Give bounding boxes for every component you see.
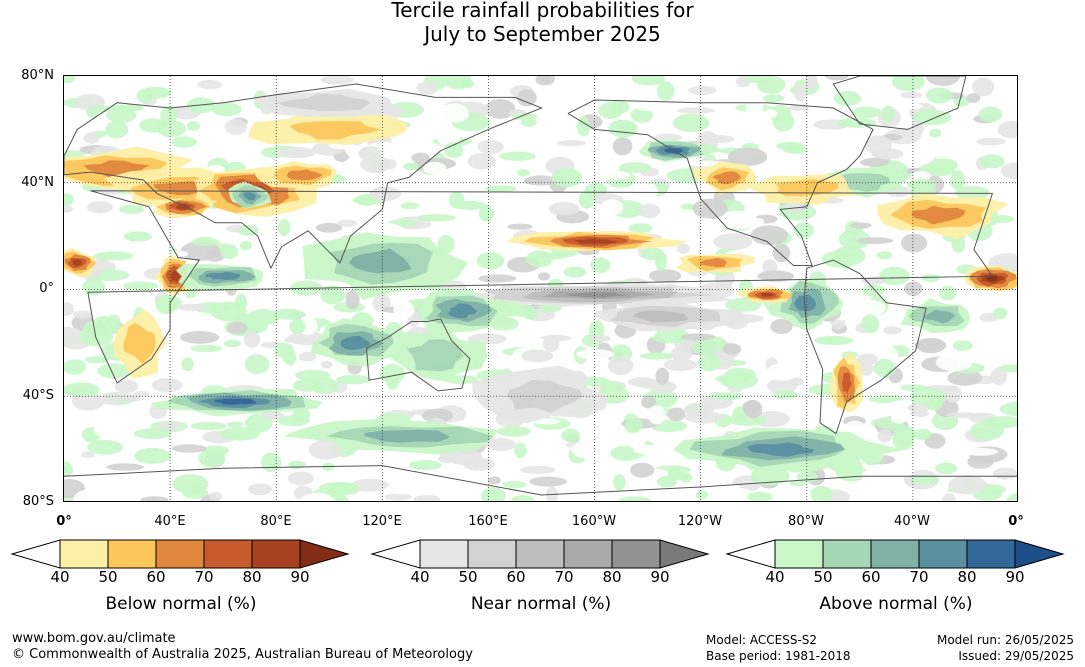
legend-tick-label: 80 [602,568,622,586]
legend-swatch [918,539,968,569]
lat-label-40n: 40°N [21,175,54,190]
legend-above-normal: Above normal (%) 40 50 60 70 80 90 [725,539,1065,630]
legend-near-title: Near normal (%) [470,594,612,614]
lon-label-120e: 120°E [362,514,402,529]
website-link[interactable]: www.bom.gov.au/climate [12,631,176,646]
legend-tick-label: 50 [98,568,118,586]
legend-tick-label: 90 [650,568,670,586]
lon-label-40w: 40°W [894,514,930,529]
legend-tick-label: 40 [765,568,785,586]
legend-right-arrow [659,539,710,569]
legend-below-title: Below normal (%) [105,594,257,614]
legend-tick-label: 70 [554,568,574,586]
legend-swatch [59,539,109,569]
lon-label-160e: 160°E [468,514,508,529]
legend-swatch [822,539,872,569]
legend-tick-label: 90 [1005,568,1025,586]
legend-swatch [563,539,613,569]
issued-date: Issued: 29/05/2025 [958,649,1074,663]
lat-label-80n: 80°N [21,68,54,83]
lat-label-40s: 40°S [22,388,54,403]
legend-swatch [107,539,157,569]
lon-label-80w: 80°W [788,514,824,529]
probability-map [63,75,1018,502]
legend-right-arrow [1014,539,1065,569]
lon-label-0-east: 0° [1008,514,1024,529]
legend-tick-label: 90 [290,568,310,586]
legend-below-normal: Below normal (%) 40 50 60 70 80 90 [10,539,350,630]
legend-tick-label: 80 [957,568,977,586]
legend-swatch [611,539,661,569]
coastlines [64,76,1017,496]
legend-swatch [515,539,565,569]
legend-left-arrow [10,539,61,569]
title-line-2: July to September 2025 [424,22,661,46]
model-run-date: Model run: 26/05/2025 [936,633,1074,647]
legend-above-title: Above normal (%) [819,594,973,614]
legend-swatch [203,539,253,569]
legend-left-arrow [370,539,421,569]
legend-tick-label: 60 [861,568,881,586]
map-canvas [64,76,1017,501]
legend-tick-label: 50 [813,568,833,586]
legend-swatch [155,539,205,569]
legend-tick-label: 70 [194,568,214,586]
lon-label-80e: 80°E [260,514,292,529]
legend-near-normal: Near normal (%) 40 50 60 70 80 90 [370,539,710,630]
graticule [64,76,1017,501]
map-title: Tercile rainfall probabilities for July … [0,0,1085,46]
legend-tick-label: 60 [146,568,166,586]
legend-below-colorbar [10,539,350,569]
legend-above-colorbar [725,539,1065,569]
lat-label-80s: 80°S [22,494,54,509]
title-line-1: Tercile rainfall probabilities for [391,0,694,22]
legend-left-arrow [725,539,776,569]
legend-tick-label: 80 [242,568,262,586]
legend-tick-label: 40 [410,568,430,586]
legend-right-arrow [299,539,350,569]
anomaly-regions [64,88,1017,473]
lon-label-160w: 160°W [571,514,617,529]
legend-swatch [251,539,301,569]
lon-label-120w: 120°W [677,514,723,529]
legend-swatch [966,539,1016,569]
legend-tick-label: 50 [458,568,478,586]
legend-near-colorbar [370,539,710,569]
legend-swatch [774,539,824,569]
legend-swatch [419,539,469,569]
legend-swatch [467,539,517,569]
legend-tick-label: 40 [50,568,70,586]
lon-label-40e: 40°E [154,514,186,529]
lon-label-0-west: 0° [56,514,72,529]
lat-label-equator: 0° [39,281,54,296]
base-period: Base period: 1981-2018 [706,649,851,663]
model-name: Model: ACCESS-S2 [706,633,818,647]
legend-swatch [870,539,920,569]
legend-tick-label: 60 [506,568,526,586]
legend-tick-label: 70 [909,568,929,586]
copyright-text: © Commonwealth of Australia 2025, Austra… [12,647,473,662]
